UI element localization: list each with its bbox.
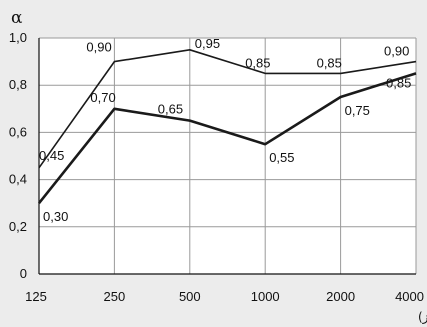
data-label: 0,65 [158, 102, 183, 117]
y-tick-label: 0,4 [9, 172, 27, 187]
data-label: 0,85 [386, 75, 411, 90]
data-label: 0,75 [345, 103, 370, 118]
y-tick-label: 0,6 [9, 124, 27, 139]
data-label: 0,90 [384, 44, 409, 59]
x-tick-label: 500 [179, 289, 201, 304]
y-tick-label: 0,8 [9, 77, 27, 92]
x-tick-labels: 125 250 500 1000 2000 4000 [25, 289, 424, 304]
x-tick-label: 1000 [251, 289, 280, 304]
data-label: 0,45 [39, 148, 64, 163]
data-label: 0,85 [317, 55, 342, 70]
series-lines [37, 48, 417, 205]
y-tick-label: 1,0 [9, 30, 27, 45]
x-tick-label: 125 [25, 289, 47, 304]
x-tick-label: 250 [104, 289, 126, 304]
data-label: 0,55 [269, 150, 294, 165]
plot-area [39, 38, 416, 274]
data-label: 0,95 [195, 36, 220, 51]
x-tick-label: 2000 [326, 289, 355, 304]
data-labels: 0,45 0,90 0,95 0,85 0,85 0,90 0,30 0,70 0,65 0,55… [39, 36, 411, 224]
y-tick-label: 0,2 [9, 219, 27, 234]
grid [38, 37, 417, 275]
data-label: 0,90 [86, 40, 111, 55]
x-axis-title: فركانس (هرتز) [418, 310, 427, 325]
y-axis-label: α [11, 8, 23, 28]
data-label: 0,30 [43, 209, 68, 224]
x-tick-label: 4000 [395, 289, 424, 304]
y-tick-labels: 0 0,2 0,4 0,6 0,8 1,0 [9, 30, 27, 281]
data-label: 0,70 [90, 90, 115, 105]
y-tick-label: 0 [20, 266, 27, 281]
series-line-2 [37, 72, 417, 205]
data-label: 0,85 [245, 55, 270, 70]
series-line-1 [38, 48, 417, 169]
